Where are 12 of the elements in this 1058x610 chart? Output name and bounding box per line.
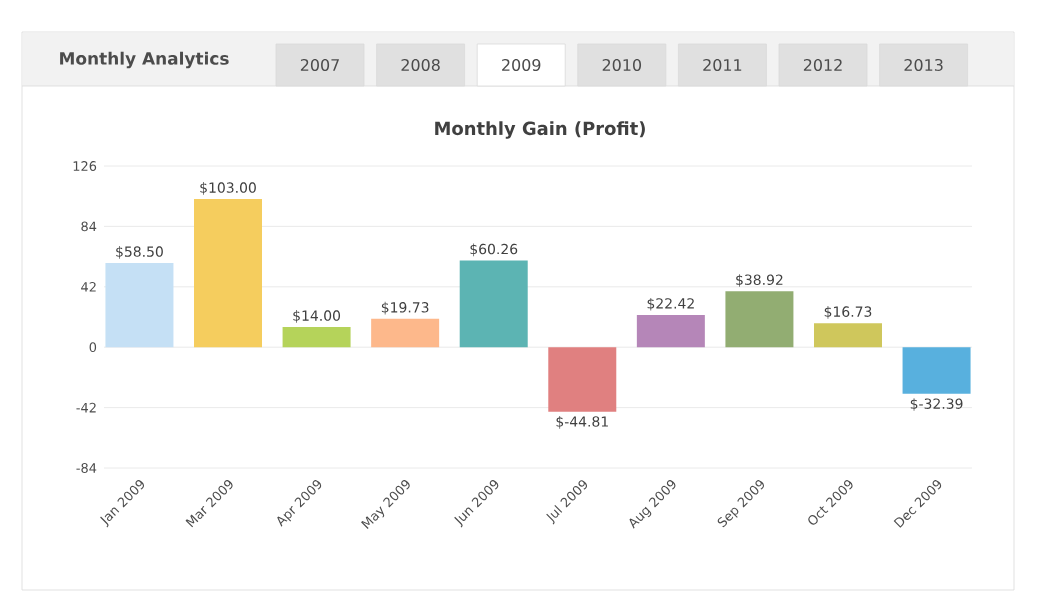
bar [725, 291, 794, 348]
bar [636, 314, 705, 348]
bar [282, 327, 351, 348]
bar [194, 199, 263, 348]
bar [459, 260, 528, 348]
bar [371, 318, 440, 348]
chart-title: Monthly Gain (Profit) [435, 121, 645, 139]
bar [105, 263, 174, 348]
bar [813, 323, 882, 348]
bar [902, 347, 971, 394]
text: Monthly Analytics [60, 51, 229, 69]
bar [548, 347, 617, 412]
